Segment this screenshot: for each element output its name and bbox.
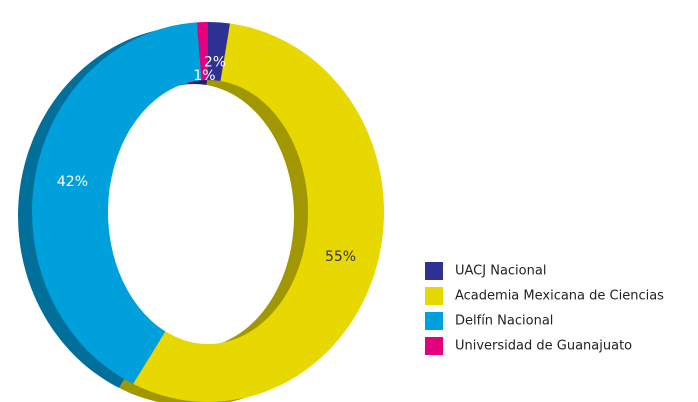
legend-label: UACJ Nacional [455, 264, 546, 279]
data-label: 55% [325, 249, 356, 265]
legend-swatch [425, 262, 443, 280]
data-label: 42% [57, 174, 88, 190]
legend-label: Universidad de Guanajuato [455, 339, 632, 354]
legend-label: Academia Mexicana de Ciencias [455, 289, 664, 304]
legend-swatch [425, 337, 443, 355]
slice [208, 22, 231, 82]
legend-swatch [425, 312, 443, 330]
data-label: 2% [204, 54, 226, 70]
data-label: 1% [193, 68, 215, 84]
slice [32, 22, 202, 384]
legend-label: Delfín Nacional [455, 314, 553, 329]
slice [133, 23, 384, 402]
legend-swatch [425, 287, 443, 305]
slice [196, 22, 208, 81]
